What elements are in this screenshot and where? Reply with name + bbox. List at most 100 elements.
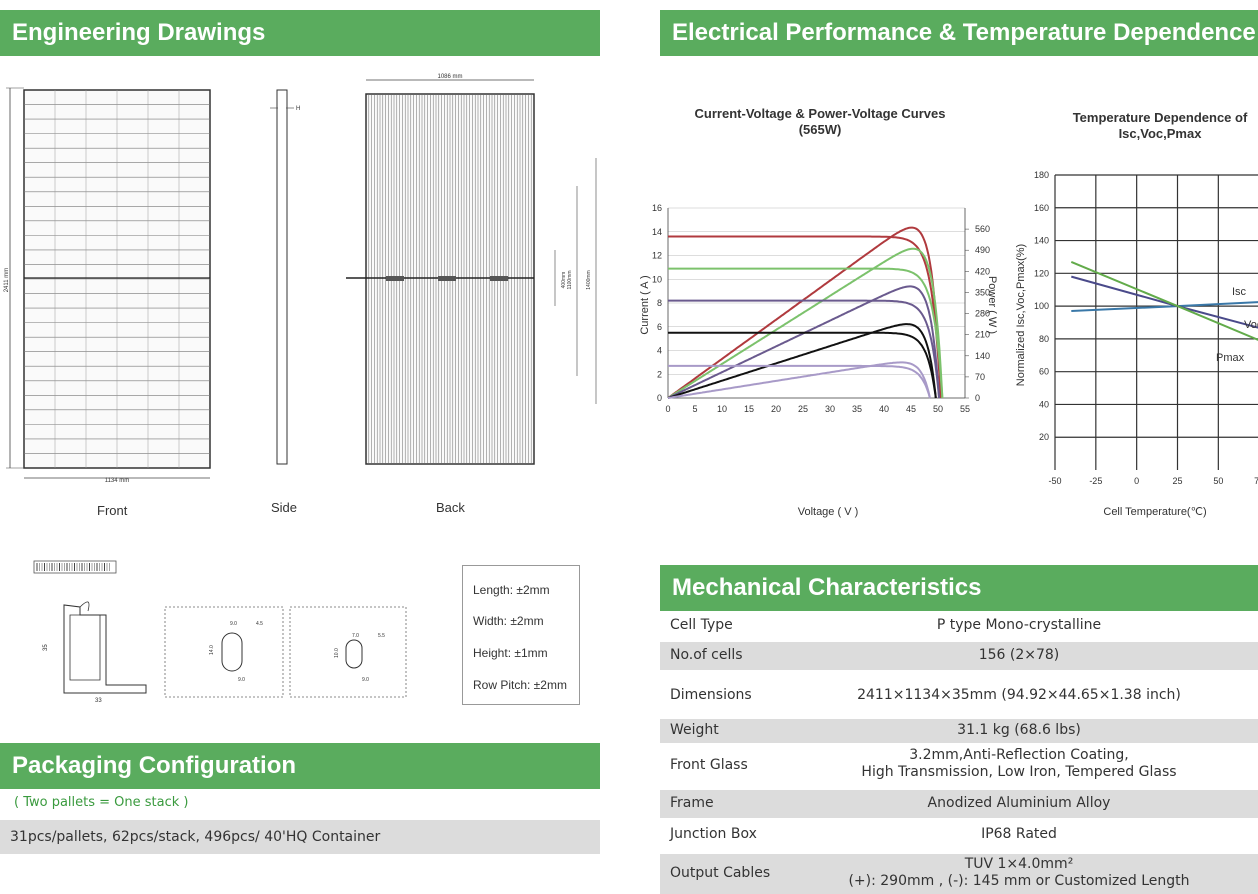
iv-x-tick: 25 <box>798 404 808 414</box>
temp-series-label: Pmax <box>1216 352 1245 364</box>
temp-x-tick: -25 <box>1089 476 1102 486</box>
iv-chart: 0 2 4 6 8 10 12 14 16 0 70 140 210 280 350 420 490 560 0 5 1… <box>639 203 998 518</box>
hole1-b: 4.5 <box>256 621 263 627</box>
back-1100-dim: 1100mm <box>567 270 573 289</box>
tolerance-row-pitch: Row Pitch: ±2mm <box>473 678 567 692</box>
engineering-title: Engineering Drawings <box>12 19 266 46</box>
iv-x-tick: 55 <box>960 404 970 414</box>
temp-series-line <box>1070 260 1258 341</box>
iv-curve <box>668 331 937 399</box>
temp-y-tick: 100 <box>1034 301 1049 311</box>
temp-series-label: Isc <box>1232 286 1247 298</box>
mechanical-row: Frame Anodized Aluminium Alloy <box>660 790 1258 818</box>
mechanical-row: Weight 31.1 kg (68.6 lbs) <box>660 719 1258 743</box>
iv-y2-tick: 490 <box>975 245 990 255</box>
iv-curve <box>668 267 944 399</box>
mechanical-row: No.of cells 156 (2×78) <box>660 642 1258 670</box>
iv-y2-tick: 140 <box>975 351 990 361</box>
temp-chart-title: Temperature Dependence of Isc,Voc,Pmax <box>1072 110 1248 141</box>
mechanical-key: Output Cables <box>670 865 771 881</box>
mechanical-key: Cell Type <box>670 617 733 633</box>
temp-y-tick: 80 <box>1039 334 1049 344</box>
mechanical-value: 2411×1134×35mm (94.92×44.65×1.38 inch) <box>857 687 1181 703</box>
iv-y-tick: 8 <box>657 298 662 308</box>
iv-curve <box>668 364 931 399</box>
mechanical-value: 156 (2×78) <box>978 647 1060 663</box>
iv-y2-tick: 560 <box>975 224 990 234</box>
mechanical-value: TUV 1×4.0mm² <box>964 856 1074 872</box>
packaging-subtitle: ( Two pallets = One stack ) <box>14 795 189 810</box>
iv-x-tick: 35 <box>852 404 862 414</box>
tolerance-length: Length: ±2mm <box>473 583 550 597</box>
mechanical-row: Dimensions 2411×1134×35mm (94.92×44.65×1.… <box>660 675 1258 717</box>
temp-y-tick: 180 <box>1034 170 1049 180</box>
mechanical-value: P type Mono-crystalline <box>936 617 1102 633</box>
iv-y2-tick: 420 <box>975 266 990 276</box>
tolerance-width: Width: ±2mm <box>473 614 544 628</box>
iv-x-tick: 30 <box>825 404 835 414</box>
packaging-row: 31pcs/pallets, 62pcs/stack, 496pcs/ 40'H… <box>0 820 600 854</box>
iv-y2-label: Power ( W ) <box>986 276 998 334</box>
engineering-drawings: 2411 mm 1134 mm H 1086 mm 400mm 1100mm 1… <box>4 74 597 484</box>
temp-y-tick: 140 <box>1034 236 1049 246</box>
packaging-header: Packaging Configuration <box>0 743 600 789</box>
iv-y-tick: 16 <box>652 203 662 213</box>
iv-y-tick: 6 <box>657 322 662 332</box>
temp-y-tick: 120 <box>1034 268 1049 278</box>
front-width-dim: 1134 mm <box>105 478 130 484</box>
mechanical-key: Frame <box>670 795 714 811</box>
electrical-title: Electrical Performance & Temperature Dep… <box>672 19 1256 46</box>
temp-x-tick: 25 <box>1172 476 1182 486</box>
front-panel-drawing: 2411 mm 1134 mm <box>4 87 211 484</box>
mechanical-header: Mechanical Characteristics <box>660 565 1258 611</box>
back-width-dim: 1086 mm <box>437 74 462 80</box>
mechanical-row: Junction Box IP68 Rated <box>660 820 1258 850</box>
temp-chart: 20406080100120140160180-50-2502550751Nor… <box>1015 170 1258 518</box>
side-h-dim: H <box>296 106 300 112</box>
iv-x-tick: 40 <box>879 404 889 414</box>
iv-x-tick: 20 <box>771 404 781 414</box>
iv-chart-title: Current-Voltage & Power-Voltage Curves (… <box>694 106 946 137</box>
mechanical-row: Front Glass 3.2mm,Anti-Reflection Coating… <box>660 745 1258 787</box>
iv-curve <box>668 299 941 399</box>
iv-y-tick: 2 <box>657 369 662 379</box>
electrical-header: Electrical Performance & Temperature Dep… <box>660 10 1258 56</box>
mechanical-row: Output Cables TUV 1×4.0mm² (+): 290mm , (-… <box>660 854 1258 894</box>
pv-curve <box>667 323 937 399</box>
iv-y-tick: 4 <box>657 346 662 356</box>
iv-x-tick: 50 <box>933 404 943 414</box>
engineering-header: Engineering Drawings <box>0 10 600 56</box>
temp-y-tick: 160 <box>1034 203 1049 213</box>
iv-x-tick: 5 <box>692 404 697 414</box>
pv-curve <box>667 247 944 399</box>
mechanical-key: Dimensions <box>670 687 752 703</box>
mechanical-key: Weight <box>670 722 719 738</box>
iv-x-tick: 10 <box>717 404 727 414</box>
hole2-c: 10.0 <box>334 648 340 658</box>
temp-series-label: Voc <box>1244 319 1258 331</box>
back-1400-dim: 1400mm <box>586 270 592 289</box>
mechanical-value: Anodized Aluminium Alloy <box>927 795 1111 811</box>
iv-y-tick: 14 <box>652 227 662 237</box>
iv-y-label: Current ( A ) <box>639 275 651 334</box>
hole2-a: 7.0 <box>352 633 359 639</box>
mechanical-value-line2: High Transmission, Low Iron, Tempered Gl… <box>861 764 1177 780</box>
tolerance-box: Length: ±2mm Width: ±2mm Height: ±1mm Ro… <box>462 565 580 705</box>
mechanical-value: 31.1 kg (68.6 lbs) <box>957 722 1081 738</box>
iv-y-tick: 10 <box>652 274 662 284</box>
iv-y-tick: 0 <box>657 393 662 403</box>
iv-x-tick: 15 <box>744 404 754 414</box>
pv-curve <box>667 361 931 399</box>
iv-y-tick: 12 <box>652 251 662 261</box>
packaging-title: Packaging Configuration <box>12 752 297 779</box>
temp-x-label: Cell Temperature(℃) <box>1103 506 1206 518</box>
iv-y2-tick: 0 <box>975 393 980 403</box>
hole1-d: 9.0 <box>238 677 245 683</box>
profile-35-dim: 35 <box>43 644 49 651</box>
iv-x-tick: 0 <box>665 404 670 414</box>
side-profile-drawing: H <box>270 89 300 465</box>
mechanical-row: Cell Type P type Mono-crystalline <box>660 612 1258 640</box>
iv-y2-tick: 350 <box>975 287 990 297</box>
hole2-b: 5.5 <box>378 633 385 639</box>
temp-y-tick: 60 <box>1039 367 1049 377</box>
